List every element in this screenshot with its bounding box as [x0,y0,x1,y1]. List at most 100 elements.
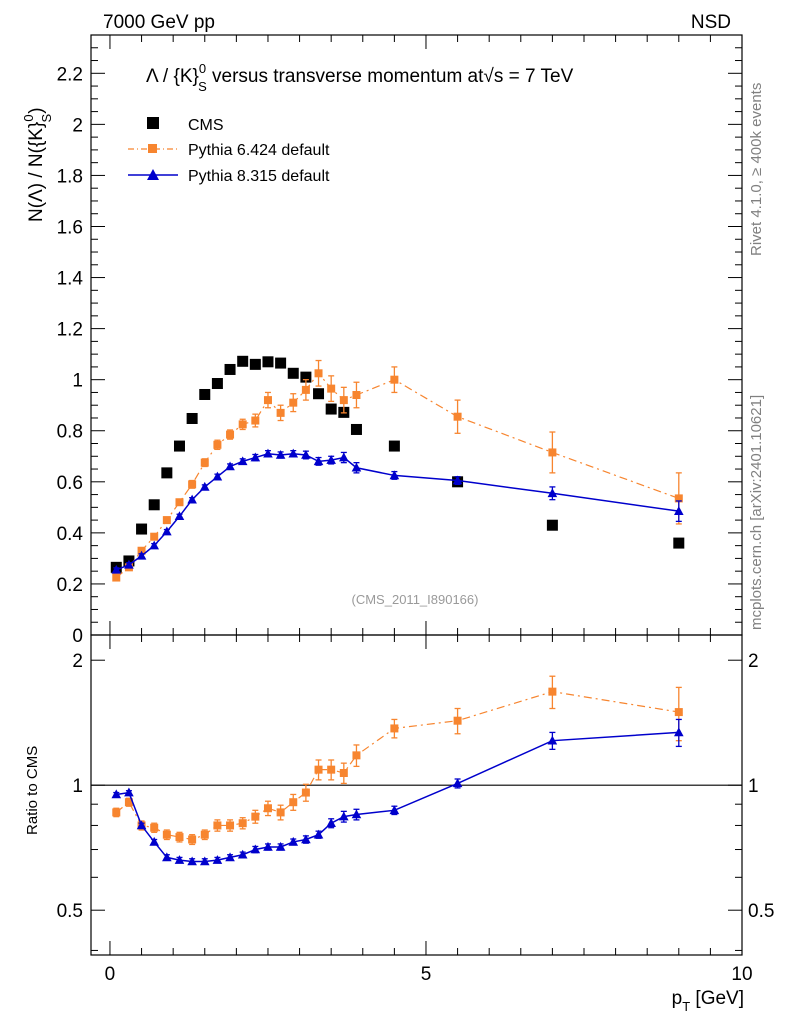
ratio-point-1 [150,823,159,832]
plot-title: Λ / {K}0 S versus transverse momentum at√… [146,61,574,94]
y-tick-label: 1 [72,371,83,392]
data-point-1 [276,408,285,417]
data-point-2 [263,448,273,458]
ratio-point-1 [548,687,557,696]
ratio-point-2 [389,805,400,815]
xlabel-rest: [GeV] [690,988,744,1009]
data-point-2 [547,488,558,498]
data-point-1 [162,516,171,525]
y-tick-label: 0.8 [57,422,83,443]
data-point-2 [288,448,299,458]
ratio-point-1 [276,808,285,817]
data-point-0 [199,388,211,400]
ratio-point-1 [200,830,209,839]
y-tick-label: 2.2 [57,64,83,85]
title-part3: = 7 TeV [503,66,573,87]
ratio-point-1 [263,804,272,813]
data-point-1 [213,440,222,449]
ratio-point-1 [301,788,310,797]
ratio-y-tick-label-left: 2 [72,651,83,672]
ratio-point-1 [124,798,133,807]
data-point-0 [300,371,312,383]
data-point-0 [173,440,185,452]
data-point-1 [226,430,235,439]
data-point-0 [186,412,198,424]
ratio-point-1 [352,751,361,760]
legend-label-pythia8: Pythia 8.315 default [188,168,330,185]
data-point-0 [350,423,362,435]
data-point-0 [325,403,337,415]
ratio-point-2 [275,841,286,851]
ratio-point-2 [212,855,223,864]
ratio-point-1 [674,708,683,717]
data-point-0 [287,367,299,379]
ratio-point-2 [162,852,172,862]
ratio-point-1 [213,821,222,830]
ylabel-end: ) [26,107,47,113]
xlabel-p: p [672,988,683,1009]
data-point-2 [389,470,400,480]
y-tick-label: 2 [72,115,83,136]
data-point-2 [124,559,134,569]
y-tick-label: 0 [72,626,83,647]
y-tick-label: 1.4 [57,269,84,290]
y-tick-label: 1.2 [57,320,83,341]
legend-label-pythia6: Pythia 6.424 default [188,142,330,159]
data-point-1 [352,391,361,399]
title-sup: 0 [199,61,206,76]
data-point-2 [301,449,311,459]
legend-marker-cms [147,117,159,129]
ratio-y-tick-label-right: 0.5 [748,901,774,922]
data-point-0 [136,523,148,535]
ratio-point-2 [225,852,235,862]
ratio-point-1 [327,765,336,774]
ratio-point-2 [187,856,197,866]
data-point-2 [250,452,261,462]
data-point-1 [674,494,683,503]
ratio-point-1 [251,812,260,821]
ratio-point-1 [238,819,247,828]
ratio-point-1 [112,808,121,817]
ratio-point-2 [111,789,122,799]
x-tick-label: 5 [421,964,432,985]
ratio-point-2 [326,818,336,827]
ratio-point-2 [174,855,185,864]
ylabel-sup: 0 [21,114,36,121]
x-tick-label: 0 [105,964,116,985]
analysis-watermark: (CMS_2011_I890166) [352,592,479,607]
data-point-2 [326,455,336,464]
ratio-point-2 [313,829,324,839]
data-point-2 [174,511,185,521]
y-tick-label: 0.4 [57,524,84,545]
data-point-1 [238,420,247,429]
data-point-2 [149,540,160,550]
header-left: 7000 GeV pp [103,12,215,33]
data-point-0 [211,378,223,390]
ratio-point-2 [288,836,299,846]
ylabel-sub: S [39,113,54,122]
ratio-point-2 [149,836,160,846]
ratio-point-2 [351,809,362,819]
title-part2: versus transverse momentum at [207,66,484,87]
data-point-0 [388,440,400,452]
data-point-1 [175,498,184,507]
ratio-y-tick-label-left: 0.5 [57,901,83,922]
y-tick-label: 1.6 [57,217,83,238]
data-point-1 [150,532,159,541]
ylabel-main: N(Λ) / N({K} [26,122,47,222]
rivet-caption: Rivet 4.1.0, ≥ 400k events [748,83,765,256]
data-point-0 [673,537,685,549]
ratio-point-2 [250,844,261,854]
data-point-2 [162,526,172,536]
data-point-2 [237,456,248,466]
title-s: s [494,66,504,87]
data-point-2 [187,494,197,504]
x-axis-label: pT [GeV] [672,988,744,1014]
data-point-1 [200,458,209,467]
ratio-point-1 [390,724,399,733]
data-point-2 [275,449,286,459]
ratio-point-1 [226,821,235,830]
title-sub: S [198,79,207,94]
